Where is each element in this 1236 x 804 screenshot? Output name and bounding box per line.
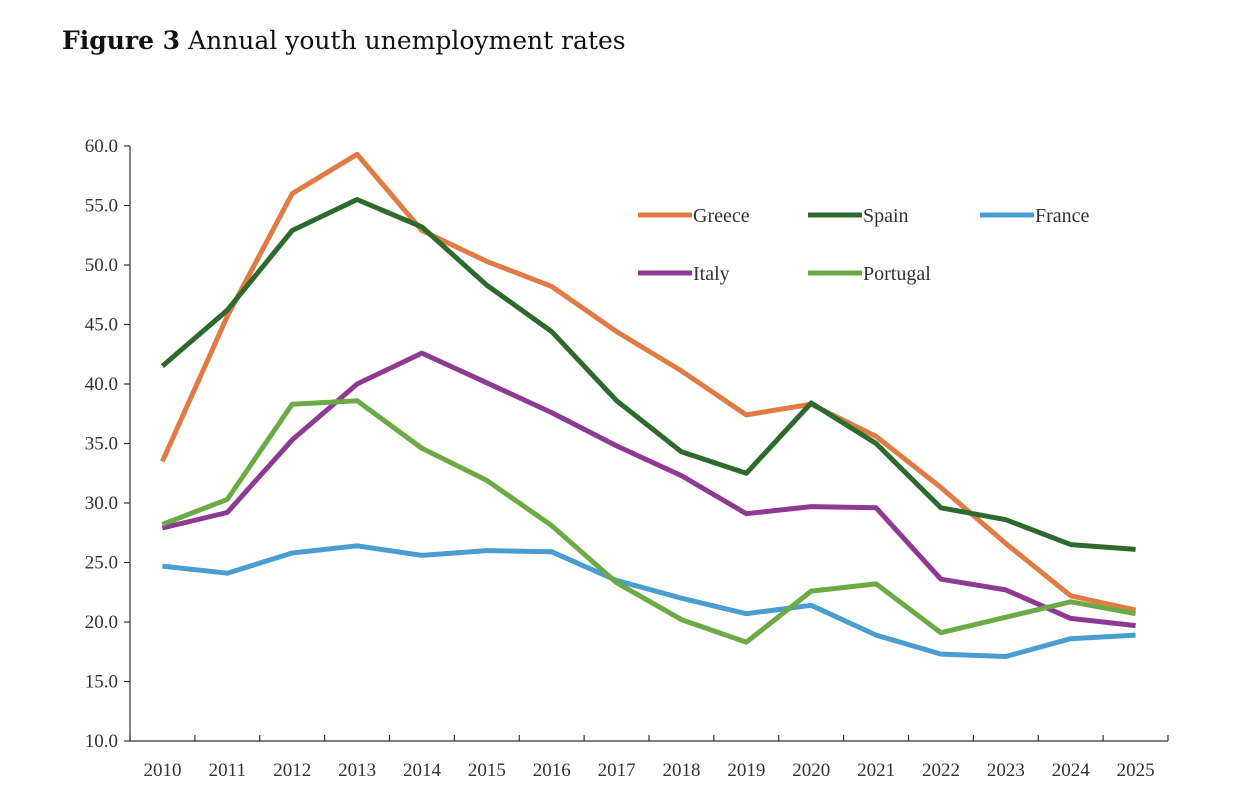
y-tick-label: 20.0 <box>85 612 118 633</box>
x-tick-label: 2012 <box>273 760 311 781</box>
legend-label: Greece <box>693 205 750 227</box>
x-tick-label: 2023 <box>987 760 1025 781</box>
x-tick-label: 2022 <box>922 760 960 781</box>
series-line-portugal <box>161 398 1137 645</box>
legend: Greece Spain France Italy Portugal <box>638 205 1090 285</box>
axes <box>124 145 1169 742</box>
figure-caption: Annual youth unemployment rates <box>188 26 626 55</box>
figure-title: Figure 3 Annual youth unemployment rates <box>62 26 626 55</box>
x-tick-label: 2017 <box>598 760 636 781</box>
legend-item-italy: Italy <box>638 263 730 285</box>
y-tick-label: 25.0 <box>85 553 118 574</box>
legend-item-france: France <box>980 205 1090 227</box>
legend-label: Italy <box>693 263 730 285</box>
figure-label: Figure 3 <box>62 26 181 55</box>
x-tick-label: 2010 <box>143 760 181 781</box>
y-tick-label: 55.0 <box>85 196 118 217</box>
x-tick-label: 2019 <box>727 760 765 781</box>
x-tick-label: 2015 <box>468 760 506 781</box>
y-tick-label: 15.0 <box>85 672 118 693</box>
legend-label: France <box>1035 205 1090 227</box>
y-tick-label: 10.0 <box>85 731 118 752</box>
series-lines <box>160 151 1137 659</box>
x-tick-label: 2020 <box>792 760 830 781</box>
y-tick-label: 45.0 <box>85 315 118 336</box>
series-line-italy <box>161 350 1136 629</box>
legend-item-greece: Greece <box>638 205 750 227</box>
legend-label: Spain <box>863 205 909 227</box>
y-tick-label: 50.0 <box>85 255 118 276</box>
x-tick-label: 2011 <box>209 760 246 781</box>
legend-label: Portugal <box>863 263 931 285</box>
x-tick-label: 2024 <box>1052 760 1091 781</box>
x-tick-label: 2021 <box>857 760 895 781</box>
series-line-france <box>162 543 1136 659</box>
series-line-spain <box>160 197 1136 552</box>
y-tick-label: 35.0 <box>85 434 118 455</box>
x-tick-label: 2018 <box>662 760 700 781</box>
x-tick-label: 2014 <box>403 760 442 781</box>
x-tick-label: 2013 <box>338 760 376 781</box>
x-tick-labels: 2010 2011 2012 2013 2014 2015 2016 2017 2018 2019… <box>143 760 1154 781</box>
x-tick-label: 2016 <box>533 760 571 781</box>
y-tick-label: 60.0 <box>85 136 118 157</box>
legend-item-spain: Spain <box>808 205 909 227</box>
x-tick-label: 2025 <box>1117 760 1155 781</box>
y-tick-label: 30.0 <box>85 493 118 514</box>
legend-item-portugal: Portugal <box>808 263 931 285</box>
y-tick-labels: 10.0 15.0 20.0 25.0 30.0 35.0 40.0 45.0 50.0 55.0… <box>85 136 118 752</box>
y-tick-label: 40.0 <box>85 374 118 395</box>
